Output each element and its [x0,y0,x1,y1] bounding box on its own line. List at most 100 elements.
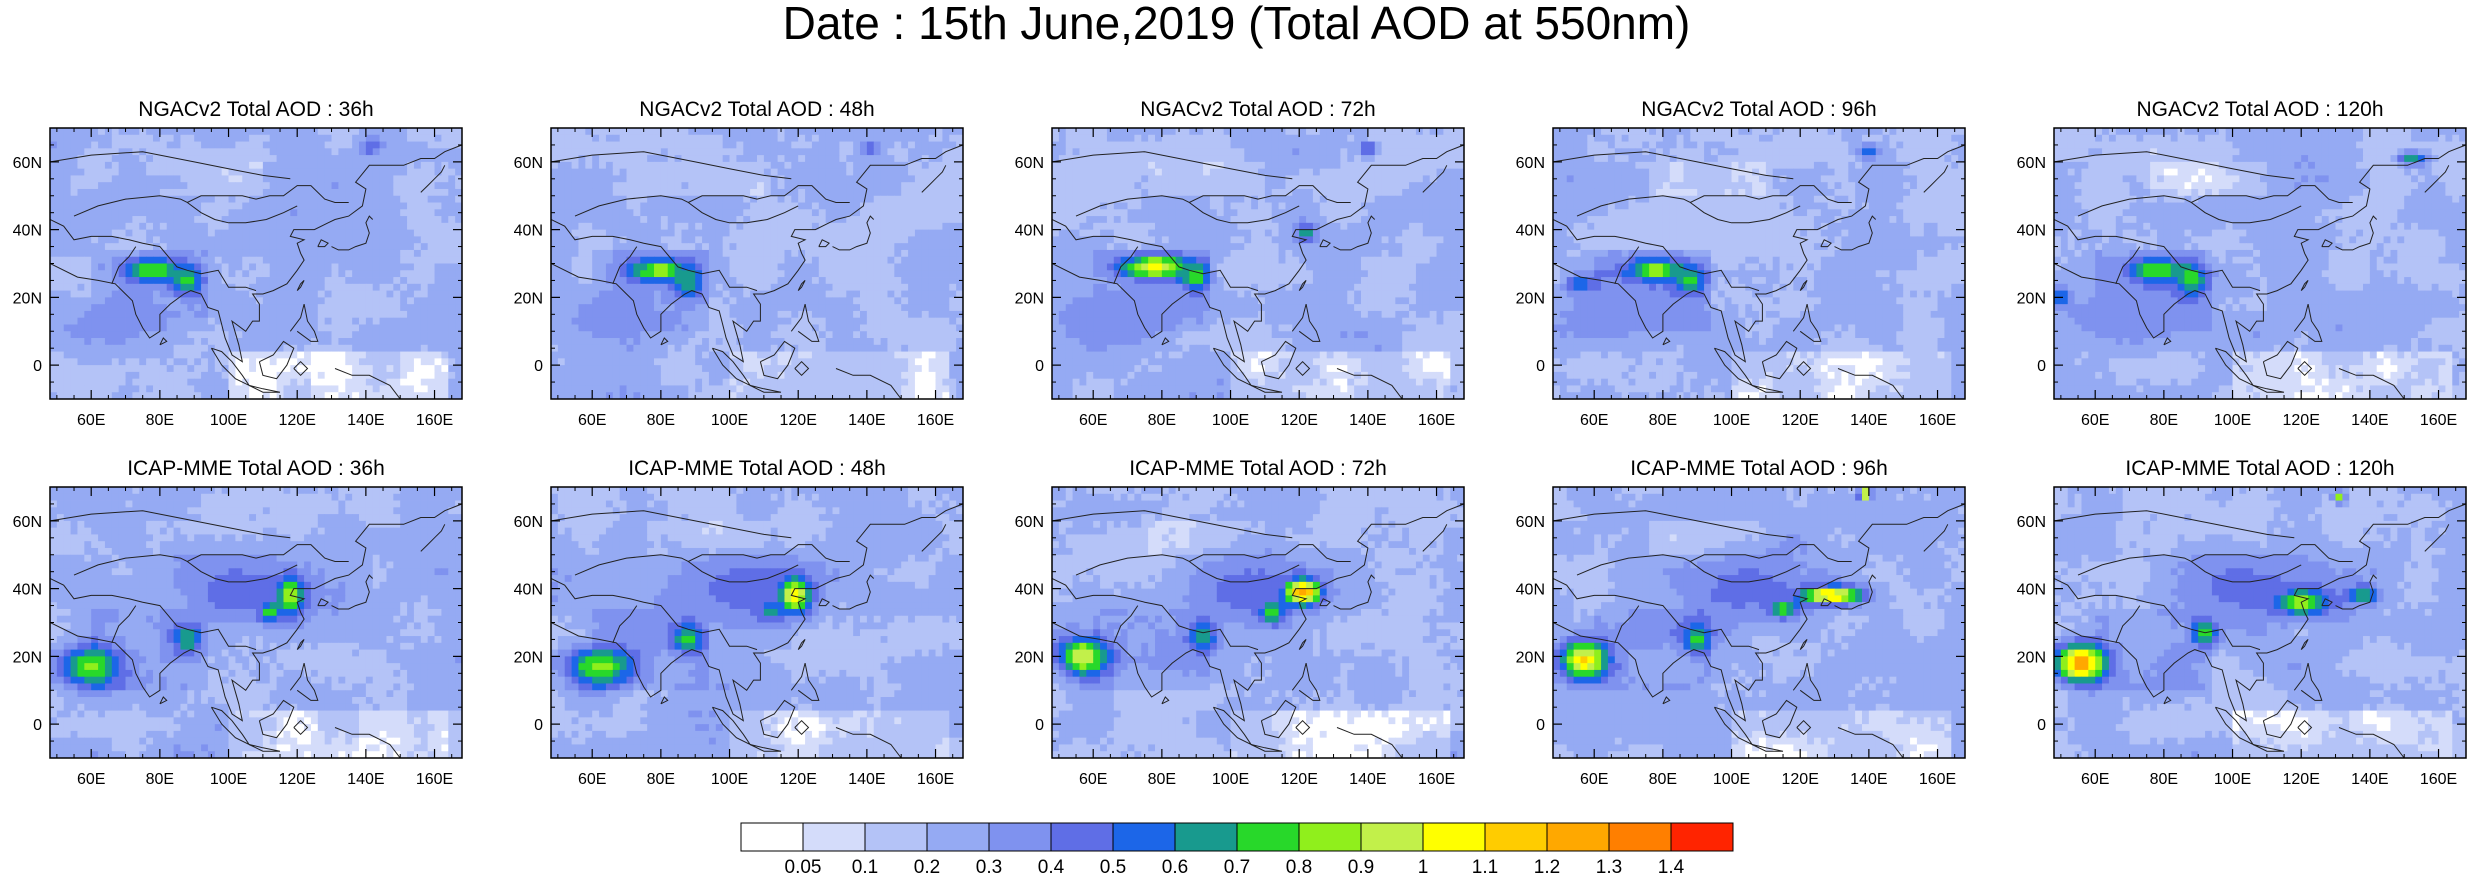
aod-cell [146,148,154,156]
aod-cell [70,175,78,183]
aod-cell [695,148,703,156]
aod-cell [880,229,888,237]
aod-cell [798,317,806,325]
aod-cell [866,202,875,210]
aod-cell [674,216,682,224]
aod-cell [777,358,785,366]
aod-cell [853,344,861,352]
aod-cell [660,338,669,346]
aod-cell [256,216,264,224]
aod-cell [763,270,772,278]
aod-cell [166,338,174,346]
aod-cell [757,385,765,393]
aod-cell [146,310,154,319]
aod-cell [729,263,737,271]
aod-cell [256,195,264,203]
aod-cell [557,385,566,393]
aod-cell [928,317,936,325]
aod-cell [688,202,696,210]
aod-cell [132,317,140,325]
aod-cell [434,195,442,203]
aod-cell [187,155,195,163]
aod-cell [372,249,380,258]
aod-cell [249,141,257,149]
coastline [660,337,669,346]
aod-cell [359,270,367,278]
aod-cell [647,134,655,142]
aod-cell [256,236,264,244]
aod-cell [928,283,936,291]
aod-cell [949,134,957,142]
aod-cell [592,134,600,142]
aod-cell [297,365,305,373]
aod-cell [750,263,758,271]
aod-cell [365,202,374,210]
aod-cell [77,161,85,170]
aod-cell [317,155,326,163]
aod-cell [914,155,923,163]
aod-cell [880,270,888,278]
aod-cell [798,297,806,305]
aod-cell [400,385,408,393]
aod-cell [928,297,936,305]
aod-cell [640,155,648,163]
aod-cell [557,188,566,197]
aod-cell [276,243,284,251]
aod-cell [715,229,724,237]
aod-cell [56,392,65,399]
aod-cell [111,317,120,325]
aod-cell [317,385,326,393]
aod-cell [441,351,449,359]
aod-cell [290,358,298,366]
aod-cell [619,188,627,197]
aod-cell [242,317,250,325]
aod-cell [564,222,572,231]
aod-cell [935,344,943,352]
aod-cell [935,317,943,325]
aod-cell [853,202,861,210]
aod-cell [276,378,284,386]
aod-cell [571,351,579,359]
aod-cell [304,216,312,224]
aod-cell [825,155,833,163]
aod-cell [763,161,772,170]
aod-cell [647,256,655,264]
aod-cell [681,182,689,190]
aod-cell [784,168,792,176]
aod-cell [338,283,346,291]
aod-cell [599,297,607,305]
aod-cell [949,229,957,237]
aod-cell [407,283,415,291]
aod-cell [276,365,284,373]
aod-cell [805,188,813,197]
aod-cell [578,270,586,278]
aod-cell [695,331,703,339]
aod-cell [427,236,435,244]
aod-cell [420,175,429,183]
aod-cell [805,168,813,176]
aod-cell [798,134,806,142]
aod-cell [304,378,312,386]
aod-cell [173,134,181,142]
aod-cell [942,351,950,359]
aod-cell [921,324,930,332]
aod-cell [56,249,65,258]
aod-cell [571,195,579,203]
aod-cell [70,168,78,176]
aod-cell [317,229,326,237]
aod-cell [667,371,675,380]
aod-cell [585,392,593,399]
aod-cell [853,358,861,366]
aod-cell [832,249,840,258]
aod-cell [805,290,813,298]
aod-cell [832,378,840,386]
aod-cell [194,351,202,359]
aod-cell [256,182,264,190]
aod-cell [928,168,936,176]
aod-cell [612,310,621,319]
aod-cell [818,283,827,291]
aod-cell [853,263,861,271]
aod-cell [132,304,140,312]
aod-cell [736,229,744,237]
aod-cell [63,392,71,399]
